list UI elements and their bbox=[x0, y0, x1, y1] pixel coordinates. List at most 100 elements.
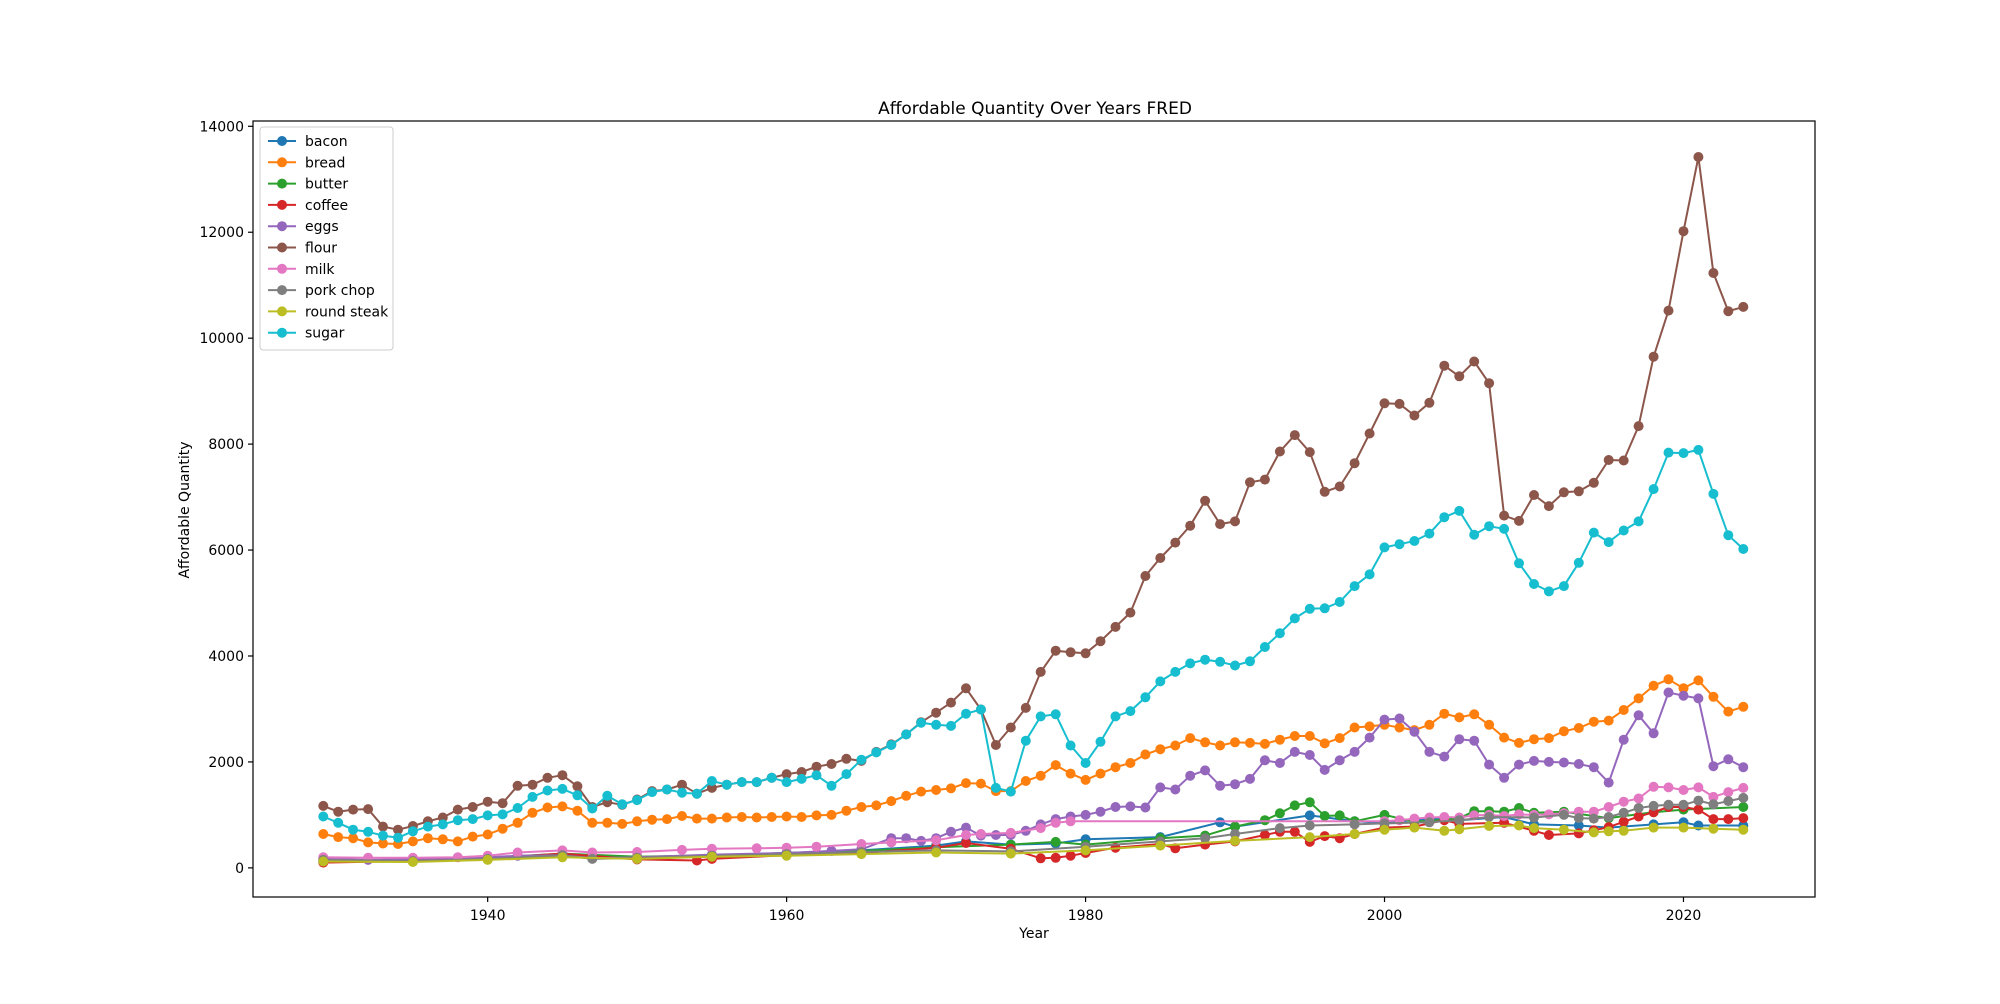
data-point-round-steak bbox=[856, 849, 867, 860]
data-point-coffee bbox=[1618, 816, 1629, 827]
data-point-flour bbox=[1454, 371, 1465, 382]
data-point-sugar bbox=[1603, 537, 1614, 548]
legend-item-coffee: coffee bbox=[268, 198, 348, 214]
data-point-sugar bbox=[691, 788, 702, 799]
data-point-flour bbox=[318, 800, 329, 811]
x-tick-label: 1960 bbox=[769, 908, 805, 924]
data-point-eggs bbox=[1080, 809, 1091, 820]
data-point-flour bbox=[1693, 152, 1704, 162]
legend-marker bbox=[277, 136, 287, 146]
series-eggs bbox=[318, 687, 1749, 865]
data-point-bread bbox=[512, 817, 523, 828]
data-point-round-steak bbox=[1005, 848, 1016, 859]
data-point-bread bbox=[1588, 716, 1599, 727]
data-point-pork-chop bbox=[1618, 807, 1629, 818]
data-point-round-steak bbox=[1454, 824, 1465, 835]
data-point-flour bbox=[1035, 666, 1046, 677]
data-point-flour bbox=[1125, 607, 1136, 618]
data-point-bread bbox=[916, 786, 927, 797]
y-tick-label: 8000 bbox=[208, 437, 244, 453]
data-point-bread bbox=[766, 812, 777, 822]
data-point-sugar bbox=[1499, 523, 1510, 534]
data-point-sugar bbox=[1558, 581, 1569, 592]
data-point-flour bbox=[1230, 516, 1240, 527]
data-point-bread bbox=[467, 831, 478, 842]
legend-marker bbox=[277, 263, 287, 274]
data-point-bread bbox=[931, 785, 942, 795]
data-point-round-steak bbox=[1484, 821, 1495, 831]
legend-marker bbox=[277, 306, 287, 317]
data-point-sugar bbox=[1379, 542, 1390, 553]
data-point-milk bbox=[1663, 782, 1674, 793]
data-point-bread bbox=[378, 838, 388, 849]
data-point-sugar bbox=[1439, 512, 1450, 523]
data-point-eggs bbox=[1708, 761, 1719, 772]
data-point-eggs bbox=[990, 830, 1001, 840]
data-point-flour bbox=[1215, 519, 1226, 530]
data-point-eggs bbox=[1215, 780, 1226, 791]
data-point-flour bbox=[1409, 410, 1420, 421]
data-point-round-steak bbox=[1080, 845, 1091, 856]
data-point-pork-chop bbox=[1693, 795, 1704, 806]
data-point-flour bbox=[1394, 398, 1405, 409]
x-tick-label: 2020 bbox=[1666, 908, 1702, 924]
data-point-round-steak bbox=[706, 851, 717, 862]
data-point-bread bbox=[901, 790, 912, 801]
data-point-bread bbox=[452, 836, 463, 847]
data-point-bread bbox=[1035, 770, 1046, 781]
data-point-round-steak bbox=[482, 854, 493, 865]
data-point-sugar bbox=[751, 777, 762, 788]
y-tick-label: 10000 bbox=[199, 331, 244, 347]
data-point-sugar bbox=[662, 784, 672, 795]
series-line-sugar bbox=[322, 448, 1744, 839]
data-point-flour bbox=[542, 772, 553, 783]
legend-marker bbox=[277, 327, 287, 338]
data-point-bread bbox=[572, 805, 583, 816]
data-point-bread bbox=[736, 812, 747, 822]
data-point-milk bbox=[975, 829, 986, 839]
data-point-sugar bbox=[1125, 706, 1136, 717]
data-point-flour bbox=[946, 697, 956, 708]
data-point-flour bbox=[393, 824, 403, 835]
data-point-sugar bbox=[437, 819, 448, 830]
data-point-eggs bbox=[1514, 759, 1524, 770]
data-point-flour bbox=[1065, 647, 1076, 658]
data-point-sugar bbox=[1693, 444, 1704, 455]
data-point-milk bbox=[1499, 811, 1510, 821]
data-point-bacon bbox=[1573, 820, 1584, 831]
data-point-round-steak bbox=[1708, 823, 1719, 834]
legend-marker bbox=[277, 221, 287, 232]
data-point-butter bbox=[1334, 810, 1345, 821]
data-point-flour bbox=[1469, 356, 1480, 367]
data-point-flour bbox=[1349, 458, 1360, 469]
data-point-flour bbox=[1200, 495, 1211, 506]
data-point-eggs bbox=[1558, 757, 1569, 768]
data-point-flour bbox=[1499, 510, 1510, 521]
data-point-flour bbox=[1678, 226, 1689, 237]
y-tick-label: 4000 bbox=[208, 649, 244, 665]
data-point-milk bbox=[1035, 823, 1046, 834]
data-point-round-steak bbox=[1439, 825, 1450, 836]
data-point-bread bbox=[1245, 737, 1255, 748]
data-point-bread bbox=[1259, 738, 1270, 749]
data-point-sugar bbox=[1409, 536, 1420, 546]
legend-marker bbox=[277, 285, 287, 296]
data-point-bread bbox=[811, 810, 822, 821]
data-point-pork-chop bbox=[1588, 813, 1599, 824]
data-point-eggs bbox=[1200, 765, 1211, 776]
data-point-round-steak bbox=[1603, 826, 1614, 837]
y-axis: 0 2000 4000 6000 8000 10000 12000 14000 bbox=[199, 119, 253, 877]
data-point-pork-chop bbox=[1424, 817, 1435, 828]
data-point-sugar bbox=[318, 811, 329, 822]
data-point-flour bbox=[557, 770, 568, 781]
data-point-bread bbox=[1543, 733, 1554, 744]
data-point-bread bbox=[1573, 723, 1584, 733]
data-point-sugar bbox=[1633, 516, 1644, 527]
data-point-bread bbox=[1349, 722, 1360, 733]
data-point-flour bbox=[1334, 481, 1345, 492]
data-point-pork-chop bbox=[1200, 833, 1211, 844]
data-point-sugar bbox=[1469, 529, 1480, 540]
data-point-milk bbox=[751, 843, 762, 854]
data-point-eggs bbox=[1573, 759, 1584, 769]
data-point-bread bbox=[1424, 719, 1435, 730]
